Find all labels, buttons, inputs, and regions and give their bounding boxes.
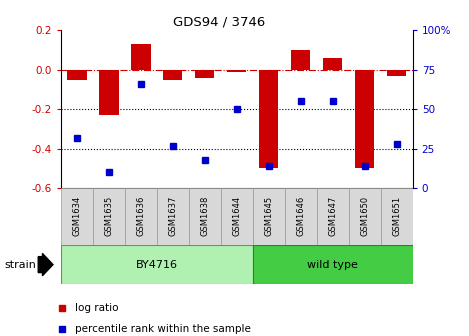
Bar — [61, 188, 93, 245]
Text: GSM1646: GSM1646 — [296, 196, 305, 236]
Text: GSM1644: GSM1644 — [232, 196, 242, 236]
Bar — [61, 245, 253, 284]
Bar — [189, 188, 221, 245]
Bar — [163, 70, 182, 80]
Text: GDS94 / 3746: GDS94 / 3746 — [173, 15, 265, 29]
Bar — [349, 188, 381, 245]
Bar — [259, 70, 279, 168]
Bar — [387, 70, 406, 76]
Text: GSM1635: GSM1635 — [105, 196, 113, 236]
Text: GSM1638: GSM1638 — [200, 196, 209, 236]
Text: GSM1634: GSM1634 — [72, 196, 82, 236]
Bar — [355, 70, 374, 168]
Bar — [221, 188, 253, 245]
Bar — [291, 50, 310, 70]
FancyArrow shape — [38, 253, 53, 276]
Bar — [93, 188, 125, 245]
Bar — [227, 70, 246, 72]
Bar — [253, 188, 285, 245]
Bar — [381, 188, 413, 245]
Text: GSM1636: GSM1636 — [136, 196, 145, 236]
Bar — [195, 70, 214, 78]
Text: GSM1647: GSM1647 — [328, 196, 337, 236]
Text: strain: strain — [5, 260, 37, 269]
Text: log ratio: log ratio — [75, 303, 119, 312]
Text: BY4716: BY4716 — [136, 260, 178, 269]
Bar — [317, 188, 349, 245]
Text: GSM1645: GSM1645 — [265, 196, 273, 236]
Text: wild type: wild type — [307, 260, 358, 269]
Text: percentile rank within the sample: percentile rank within the sample — [75, 325, 251, 334]
Bar — [125, 188, 157, 245]
Bar — [68, 70, 87, 80]
Bar — [253, 245, 413, 284]
Bar — [99, 70, 119, 115]
Text: GSM1651: GSM1651 — [392, 196, 401, 236]
Bar — [131, 44, 151, 70]
Bar — [157, 188, 189, 245]
Bar — [285, 188, 317, 245]
Text: GSM1637: GSM1637 — [168, 196, 177, 236]
Bar — [323, 58, 342, 70]
Text: GSM1650: GSM1650 — [360, 196, 369, 236]
